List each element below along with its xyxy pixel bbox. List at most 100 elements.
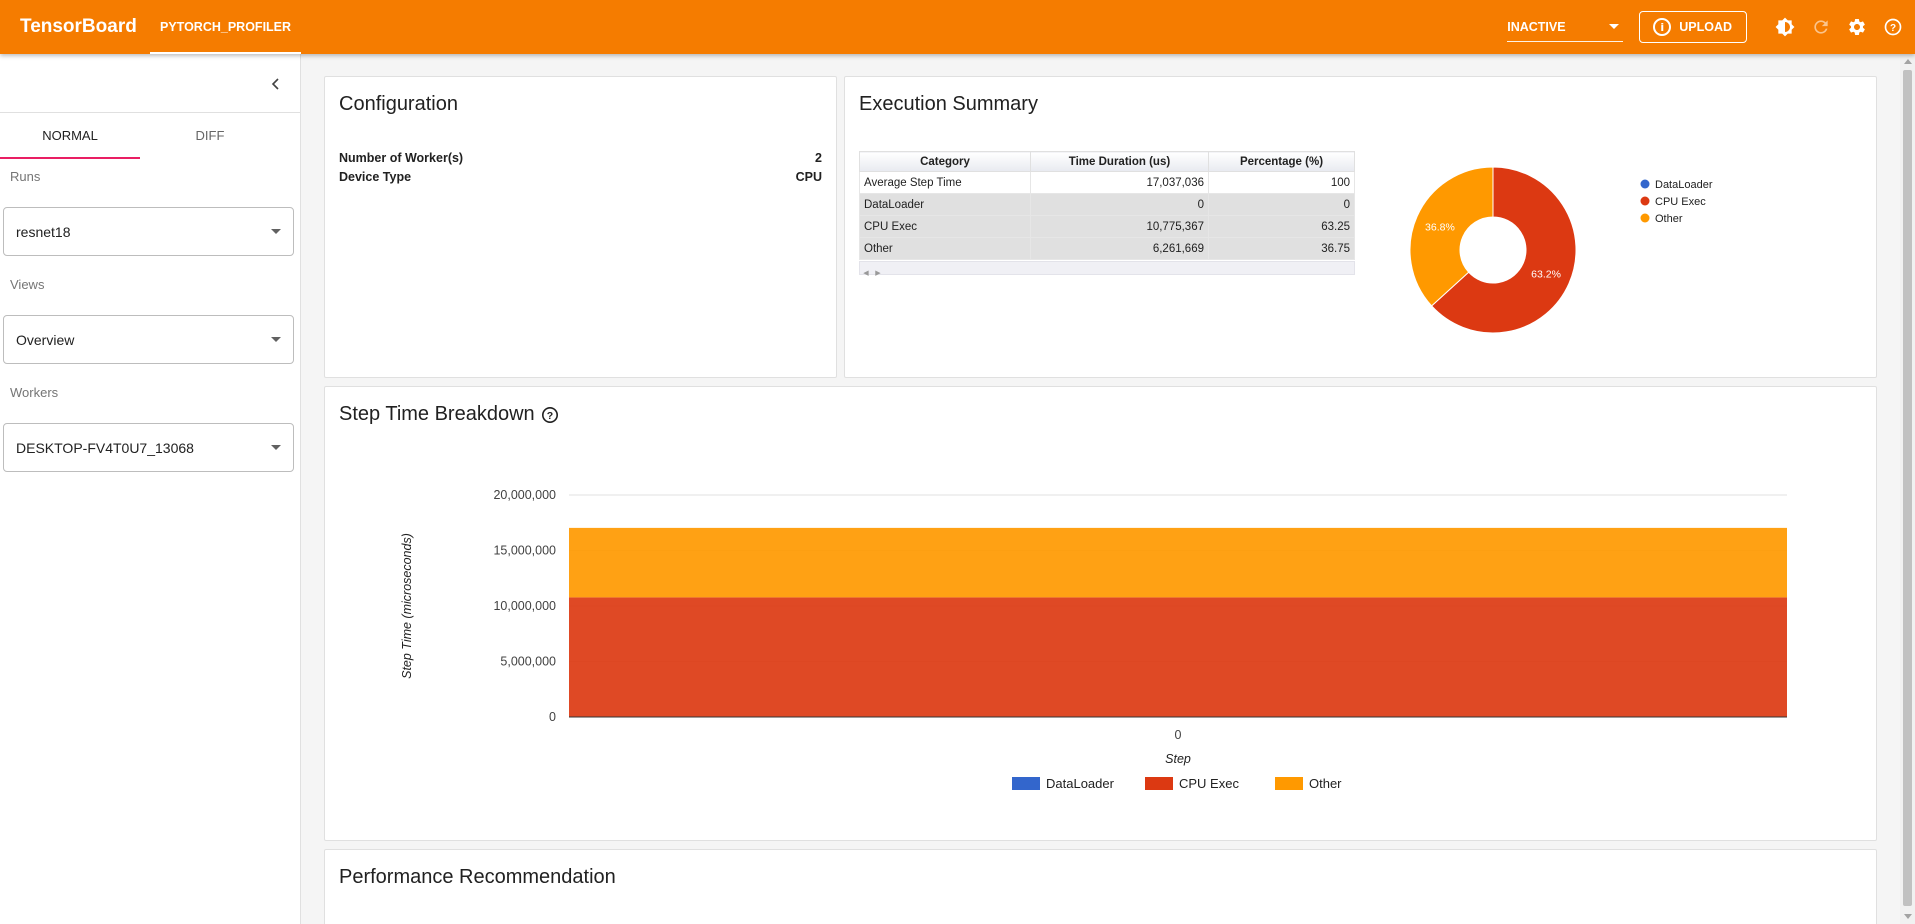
runs-select-value: resnet18 bbox=[16, 223, 71, 240]
brightness-icon[interactable] bbox=[1767, 9, 1803, 45]
legend-swatch bbox=[1640, 196, 1650, 206]
legend-label[interactable]: DataLoader bbox=[1046, 776, 1115, 791]
workers-select-value: DESKTOP-FV4T0U7_13068 bbox=[16, 439, 194, 456]
execution-summary-title: Execution Summary bbox=[859, 93, 1038, 115]
info-icon: i bbox=[1653, 18, 1672, 36]
step-time-card: Step Time Breakdown ? 0 5,000,000 10,000,0… bbox=[324, 386, 1877, 841]
summary-donut-chart: 63.2% 36.8% DataLoader CPU Exec Other bbox=[1409, 166, 1713, 334]
area-other[interactable] bbox=[569, 527, 1787, 598]
legend-label[interactable]: DataLoader bbox=[1655, 179, 1713, 191]
table-cell: 6,261,669 bbox=[1030, 237, 1209, 260]
configuration-card: Configuration Number of Worker(s) 2 Devi… bbox=[324, 76, 837, 378]
sidebar-divider bbox=[0, 112, 300, 113]
step-time-chart: 0 5,000,000 10,000,000 15,000,000 20,000,000… bbox=[400, 488, 1787, 791]
config-row-device: Device Type CPU bbox=[339, 170, 822, 184]
table-cell: 17,037,036 bbox=[1030, 171, 1209, 194]
config-label: Number of Worker(s) bbox=[339, 151, 464, 165]
workers-select[interactable]: DESKTOP-FV4T0U7_13068 bbox=[3, 423, 294, 472]
scroll-left-icon[interactable]: ◀ bbox=[863, 270, 869, 277]
scrollbar-thumb[interactable] bbox=[1903, 70, 1912, 906]
column-header[interactable]: Category bbox=[859, 151, 1031, 172]
table-cell: CPU Exec bbox=[859, 215, 1031, 238]
legend-label[interactable]: CPU Exec bbox=[1655, 196, 1706, 208]
y-tick-label: 20,000,000 bbox=[493, 488, 556, 502]
pie-slice-cpu-exec[interactable] bbox=[1430, 166, 1577, 334]
legend-label[interactable]: Other bbox=[1309, 776, 1342, 791]
legend-swatch bbox=[1275, 777, 1303, 790]
views-label: Views bbox=[10, 277, 45, 292]
table-cell: 63.25 bbox=[1208, 215, 1355, 238]
legend-swatch bbox=[1640, 213, 1650, 223]
tab-normal[interactable]: NORMAL bbox=[0, 113, 140, 159]
runs-select[interactable]: resnet18 bbox=[3, 207, 294, 256]
config-value: CPU bbox=[795, 170, 822, 184]
x-axis-label: Step bbox=[1165, 752, 1191, 766]
chevron-left-icon[interactable] bbox=[264, 72, 288, 96]
tab-pytorch-profiler[interactable]: PYTORCH_PROFILER bbox=[150, 0, 302, 54]
table-horizontal-scrollbar[interactable]: ◀ ▶ bbox=[859, 261, 1355, 277]
pie-slice-label: 63.2% bbox=[1531, 268, 1561, 280]
pie-slice-other[interactable] bbox=[1409, 166, 1494, 307]
caret-down-icon bbox=[271, 229, 281, 234]
scroll-up-icon[interactable] bbox=[1904, 59, 1912, 64]
svg-text:?: ? bbox=[546, 410, 552, 422]
area-cpu-exec[interactable] bbox=[569, 597, 1787, 717]
performance-card: Performance Recommendation bbox=[324, 849, 1877, 924]
configuration-title: Configuration bbox=[339, 93, 458, 115]
y-tick-label: 5,000,000 bbox=[500, 655, 556, 669]
table-cell: 0 bbox=[1208, 193, 1355, 216]
column-header[interactable]: Percentage (%) bbox=[1208, 151, 1355, 172]
step-time-title: Step Time Breakdown bbox=[339, 403, 535, 425]
upload-button-label: UPLOAD bbox=[1679, 20, 1732, 34]
views-select[interactable]: Overview bbox=[3, 315, 294, 364]
scroll-right-icon[interactable]: ▶ bbox=[875, 270, 881, 277]
question-circle-icon[interactable]: ? bbox=[541, 406, 559, 424]
y-tick-label: 10,000,000 bbox=[493, 599, 556, 613]
table-cell: 0 bbox=[1030, 193, 1209, 216]
caret-down-icon bbox=[271, 337, 281, 342]
y-tick-label: 0 bbox=[549, 710, 556, 724]
help-icon[interactable]: ? bbox=[1875, 9, 1911, 45]
config-value: 2 bbox=[815, 151, 822, 165]
workers-label: Workers bbox=[10, 385, 59, 400]
y-axis-label: Step Time (microseconds) bbox=[400, 533, 414, 679]
refresh-icon[interactable] bbox=[1803, 9, 1839, 45]
table-row: CPU Exec 10,775,367 63.25 bbox=[859, 215, 1355, 238]
status-dropdown[interactable]: INACTIVE bbox=[1507, 12, 1624, 42]
config-row-workers: Number of Worker(s) 2 bbox=[339, 151, 822, 165]
summary-table: Category Time Duration (us) Percentage (… bbox=[859, 151, 1355, 260]
column-header[interactable]: Time Duration (us) bbox=[1030, 151, 1209, 172]
page-scrollbar[interactable] bbox=[1900, 54, 1915, 924]
tab-diff[interactable]: DIFF bbox=[195, 127, 225, 143]
svg-text:?: ? bbox=[1890, 23, 1896, 34]
x-tick-label: 0 bbox=[1175, 728, 1182, 742]
runs-label: Runs bbox=[10, 169, 41, 184]
legend-swatch bbox=[1640, 179, 1650, 189]
table-cell: 10,775,367 bbox=[1030, 215, 1209, 238]
caret-down-icon bbox=[271, 445, 281, 450]
legend-label[interactable]: CPU Exec bbox=[1179, 776, 1239, 791]
sidebar: NORMAL DIFF Runs resnet18 Views Overview… bbox=[0, 54, 301, 924]
table-row: DataLoader 0 0 bbox=[859, 193, 1355, 216]
execution-summary-card: Execution Summary Category Time Duration… bbox=[844, 76, 1877, 378]
table-row: Other 6,261,669 36.75 bbox=[859, 237, 1355, 260]
app-brand[interactable]: TensorBoard bbox=[20, 16, 137, 37]
table-cell: 100 bbox=[1208, 171, 1355, 194]
mode-tabs: NORMAL DIFF bbox=[0, 113, 300, 159]
tab-active-indicator bbox=[150, 52, 302, 54]
legend-label[interactable]: Other bbox=[1655, 213, 1683, 225]
scroll-down-icon[interactable] bbox=[1904, 914, 1912, 919]
upload-button[interactable]: i UPLOAD bbox=[1639, 11, 1747, 43]
table-cell: Average Step Time bbox=[859, 171, 1031, 194]
performance-title: Performance Recommendation bbox=[339, 866, 616, 888]
legend-swatch bbox=[1145, 777, 1173, 790]
table-cell: Other bbox=[859, 237, 1031, 260]
gear-icon[interactable] bbox=[1839, 9, 1875, 45]
top-app-bar: TensorBoard PYTORCH_PROFILER INACTIVE i … bbox=[0, 0, 1915, 54]
pie-slice-label: 36.8% bbox=[1425, 222, 1455, 234]
y-tick-label: 15,000,000 bbox=[493, 544, 556, 558]
legend-swatch bbox=[1012, 777, 1040, 790]
caret-down-icon bbox=[1609, 24, 1620, 29]
table-row: Average Step Time 17,037,036 100 bbox=[859, 171, 1355, 194]
table-cell: 36.75 bbox=[1208, 237, 1355, 260]
